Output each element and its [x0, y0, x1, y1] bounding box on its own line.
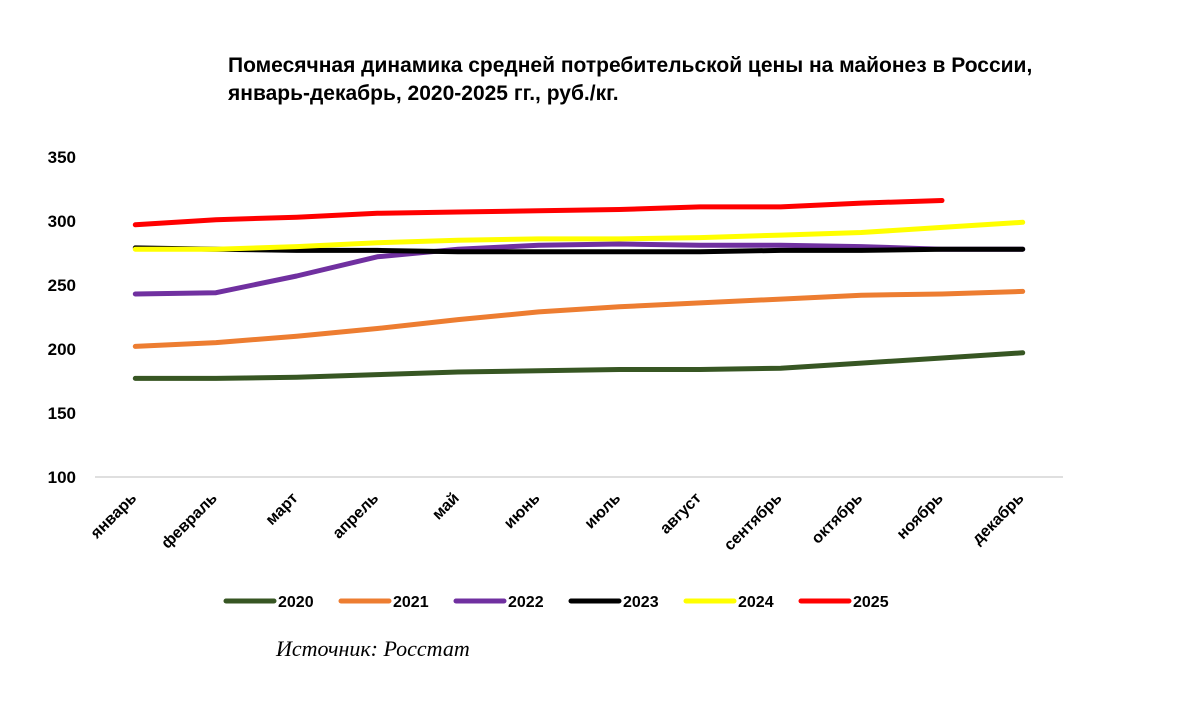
series-line-2022: [132, 241, 1026, 297]
legend-label-2021: 2021: [393, 594, 429, 611]
y-tick-label: 100: [48, 468, 76, 487]
x-tick-label: декабрь: [969, 490, 1027, 548]
x-tick-label: июль: [582, 490, 625, 533]
series-line-2021: [132, 288, 1026, 349]
y-tick-label: 150: [48, 404, 76, 423]
y-tick-label: 250: [48, 276, 76, 295]
x-tick-label: июнь: [501, 490, 544, 533]
series-line-2020: [132, 350, 1026, 381]
source-note: Источник: Росстат: [276, 636, 470, 661]
y-tick-label: 300: [48, 212, 76, 231]
legend-label-2020: 2020: [278, 594, 314, 611]
chart-title: Помесячная динамика средней потребительс…: [228, 54, 1033, 105]
x-tick-label: август: [657, 490, 705, 538]
x-tick-label: май: [429, 490, 462, 523]
x-tick-label: январь: [87, 490, 140, 543]
series-line-2025: [132, 198, 945, 228]
y-tick-label: 200: [48, 340, 76, 359]
x-tick-label: ноябрь: [894, 490, 947, 543]
series-line-2023: [132, 245, 1026, 255]
x-tick-label: октябрь: [809, 490, 867, 548]
x-tick-label: февраль: [158, 490, 220, 552]
legend-label-2023: 2023: [623, 594, 659, 611]
legend-label-2025: 2025: [853, 594, 889, 611]
x-tick-label: март: [263, 490, 302, 529]
series-line-2024: [132, 219, 1026, 252]
x-tick-label: сентябрь: [721, 490, 786, 555]
legend-label-2024: 2024: [738, 594, 774, 611]
legend-label-2022: 2022: [508, 594, 544, 611]
y-tick-label: 350: [48, 148, 76, 167]
series-lines: [132, 198, 1026, 381]
x-tick-label: апрель: [330, 490, 383, 543]
legend: 2020 2021 2022 2023 2024 2025: [223, 594, 889, 611]
